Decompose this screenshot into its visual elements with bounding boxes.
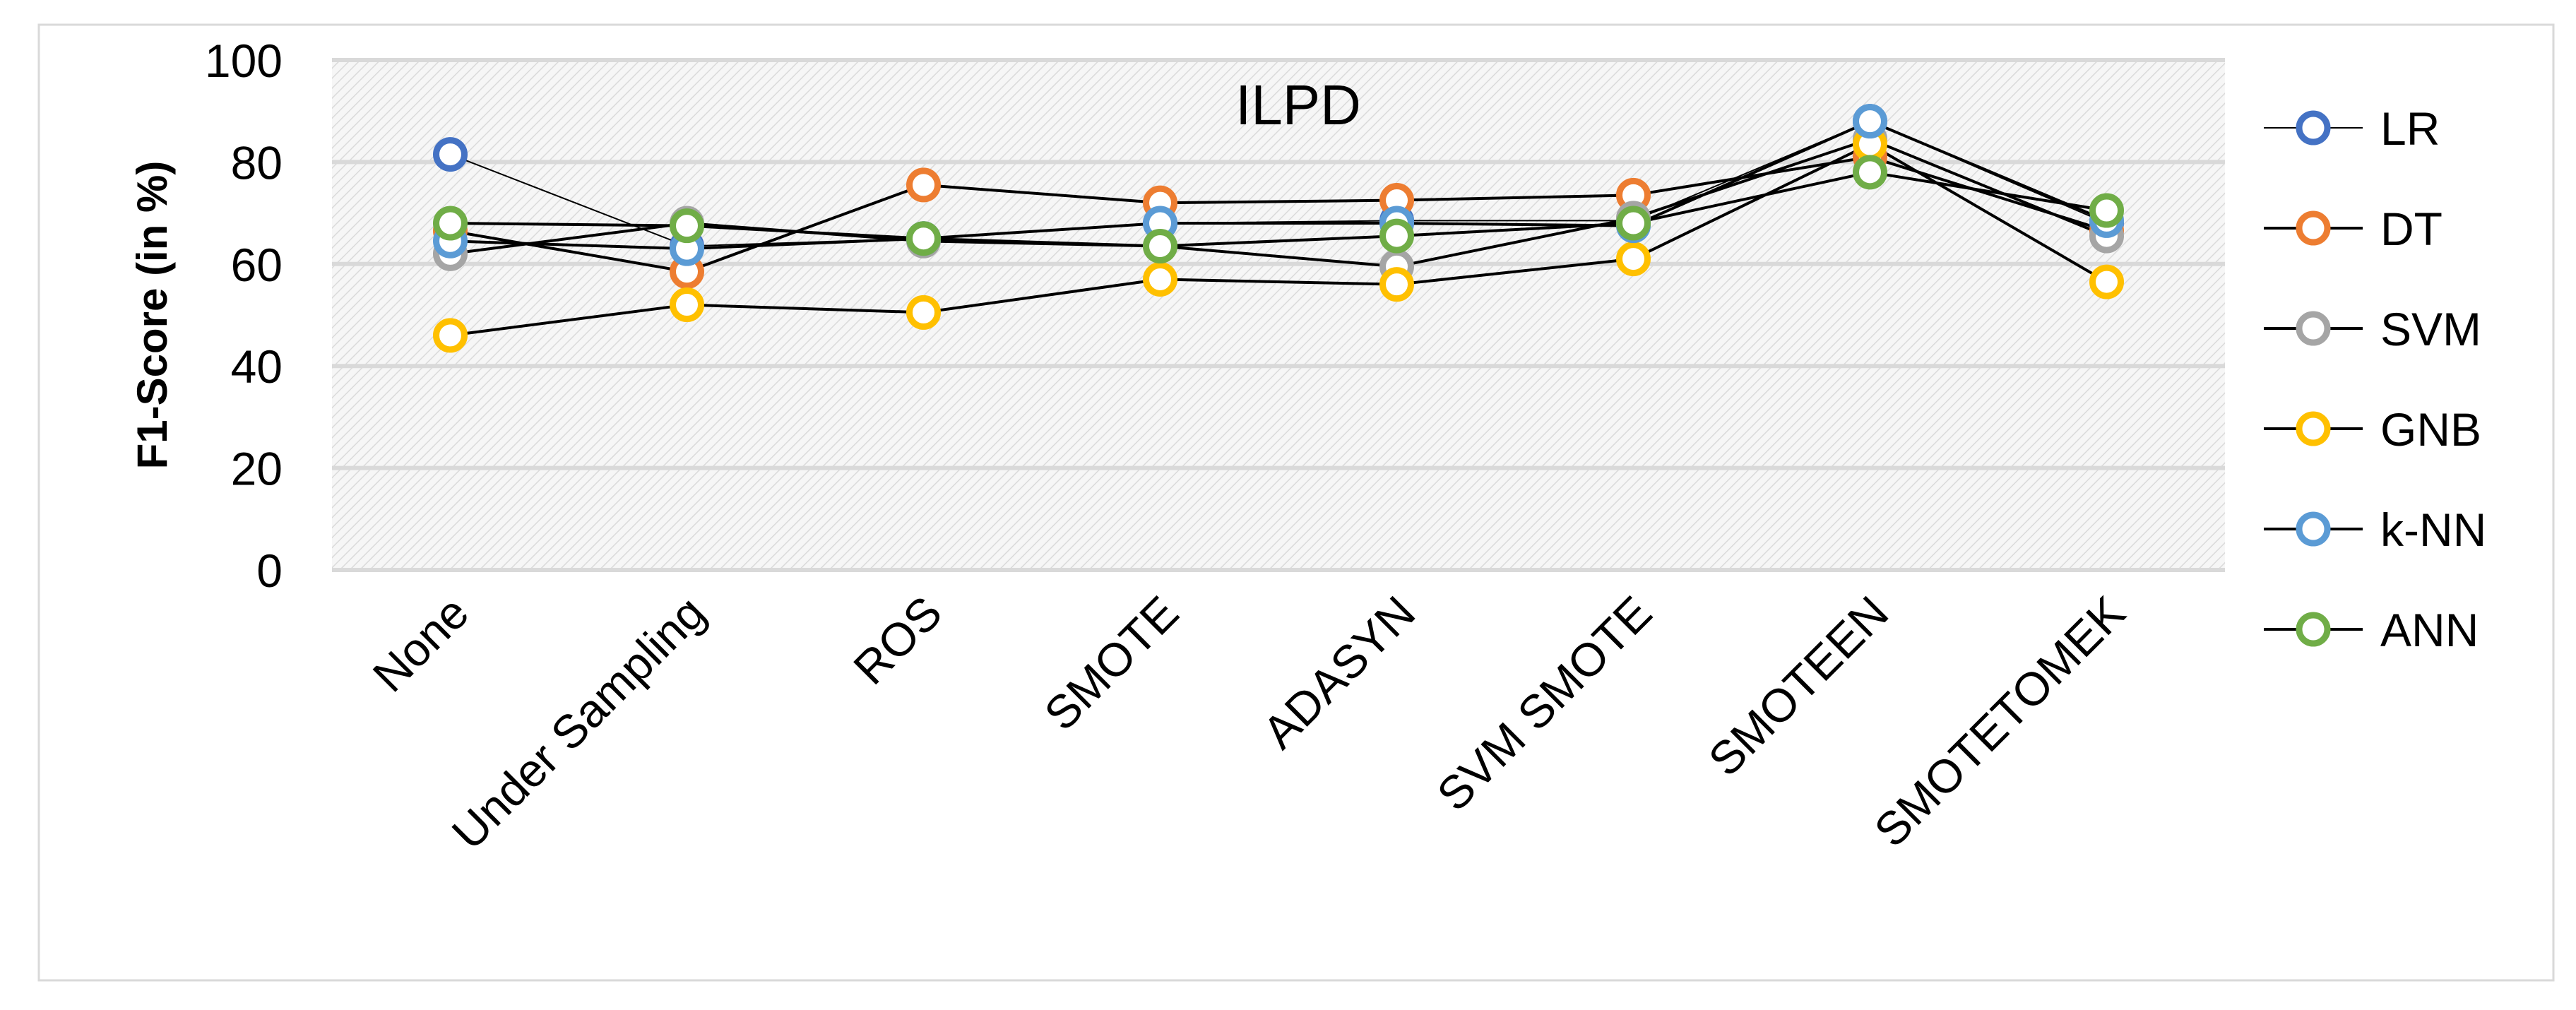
data-point-ann xyxy=(1853,155,1887,190)
gridlines xyxy=(332,58,2225,572)
data-point-ann xyxy=(433,206,468,241)
y-tick-label: 60 xyxy=(231,239,283,291)
y-tick-label: 80 xyxy=(231,136,283,189)
data-point-ann xyxy=(906,221,941,256)
y-axis-ticks: 0 20 40 60 80 100 xyxy=(205,35,283,597)
y-tick-label: 40 xyxy=(231,340,283,393)
data-point-ann xyxy=(670,208,704,244)
series-line-gnb xyxy=(450,143,2108,337)
data-point-ann xyxy=(1616,206,1651,241)
legend-label: GNB xyxy=(2380,403,2481,456)
series-markers xyxy=(433,104,2124,353)
y-tick-label: 20 xyxy=(231,443,283,495)
data-point-gnb xyxy=(906,295,941,330)
series-line-k-nn xyxy=(450,119,2108,251)
legend-item-dt: DT xyxy=(2264,203,2443,255)
legend-item-svm: SVM xyxy=(2264,303,2481,355)
legend-label: ANN xyxy=(2380,604,2479,656)
series-lines xyxy=(450,119,2108,337)
legend-marker xyxy=(2296,311,2331,346)
legend-item-gnb: GNB xyxy=(2264,403,2481,456)
data-point-gnb xyxy=(670,287,704,323)
chart-title: ILPD xyxy=(1235,73,1361,136)
data-point-k-nn xyxy=(1853,104,1887,139)
y-tick-label: 100 xyxy=(205,35,283,87)
legend-marker xyxy=(2296,110,2331,145)
legend-item-ann: ANN xyxy=(2264,604,2479,656)
legend-item-lr: LR xyxy=(2264,102,2440,155)
plot-area xyxy=(332,60,2225,570)
legend-marker xyxy=(2296,511,2331,547)
y-axis-label: F1-Score (in %) xyxy=(129,161,176,470)
legend-label: LR xyxy=(2380,102,2440,155)
legend-label: SVM xyxy=(2380,303,2481,355)
legend-marker xyxy=(2296,210,2331,246)
legend: LR DT SVM GNB k-NN ANN xyxy=(2264,102,2486,656)
series-line-ann xyxy=(450,170,2107,248)
data-point-lr xyxy=(433,137,468,172)
legend-label: k-NN xyxy=(2380,504,2486,556)
legend-marker xyxy=(2296,612,2331,647)
data-point-gnb xyxy=(2089,264,2124,299)
data-point-ann xyxy=(1143,229,1177,264)
y-tick-label: 0 xyxy=(256,545,283,597)
data-point-gnb xyxy=(1143,261,1177,297)
data-point-gnb xyxy=(1616,242,1651,277)
legend-label: DT xyxy=(2380,203,2443,255)
data-point-ann xyxy=(2089,193,2124,228)
data-point-gnb xyxy=(1379,267,1414,302)
data-point-dt xyxy=(906,167,941,203)
legend-marker xyxy=(2296,411,2331,446)
data-point-gnb xyxy=(433,318,468,353)
series-line-svm xyxy=(450,137,2108,268)
legend-item-k-nn: k-NN xyxy=(2264,504,2486,556)
data-point-ann xyxy=(1379,218,1414,254)
